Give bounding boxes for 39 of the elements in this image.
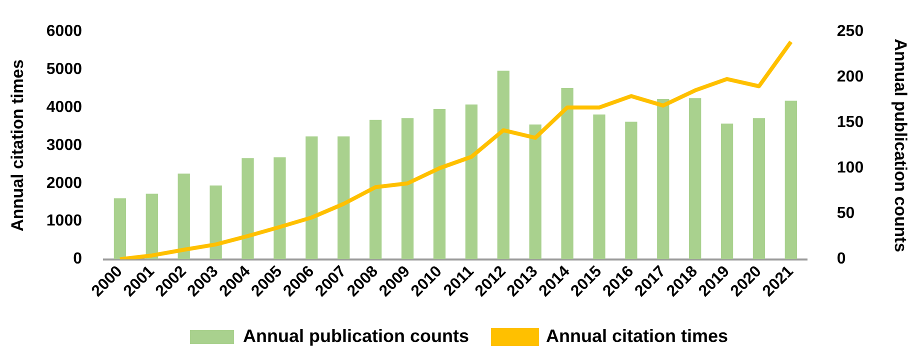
y2-tick-label: 250	[836, 23, 864, 40]
y-axis-title: Annual citation times	[8, 59, 27, 232]
bar	[752, 118, 766, 260]
legend-label: Annual citation times	[546, 326, 728, 346]
y-tick-label: 2000	[46, 174, 82, 192]
y-tick-label: 1000	[46, 212, 82, 230]
bar	[720, 124, 734, 260]
bar	[784, 100, 797, 260]
bar	[657, 98, 670, 260]
y2-axis-title: Annual publication counts	[891, 38, 910, 252]
y-tick-label: 3000	[46, 136, 82, 154]
y2-tick-label: 200	[836, 68, 864, 86]
y2-tick-label: 150	[836, 114, 864, 132]
bar	[529, 124, 542, 260]
y-tick-label: 5000	[46, 60, 82, 78]
y2-tick-label: 0	[836, 250, 846, 268]
bar	[561, 88, 574, 260]
bar	[689, 98, 702, 260]
y-tick-label: 0	[73, 250, 82, 268]
y-tick-label: 6000	[46, 23, 82, 40]
bar	[401, 118, 414, 260]
bar	[497, 70, 510, 260]
bar	[370, 120, 382, 260]
bar	[465, 104, 478, 260]
y2-tick-label: 100	[836, 160, 864, 177]
bar	[625, 122, 638, 260]
bar	[146, 194, 158, 260]
y2-tick-label: 50	[836, 205, 855, 222]
bar	[274, 157, 286, 260]
bar	[433, 109, 446, 260]
bar	[178, 174, 190, 260]
bar	[306, 136, 318, 260]
bar	[210, 185, 222, 260]
bar	[242, 158, 254, 260]
y-tick-label: 4000	[46, 98, 82, 116]
bar	[338, 136, 350, 260]
bar	[114, 198, 126, 260]
legend-label: Annual publication counts	[242, 326, 469, 346]
bar	[593, 114, 606, 260]
